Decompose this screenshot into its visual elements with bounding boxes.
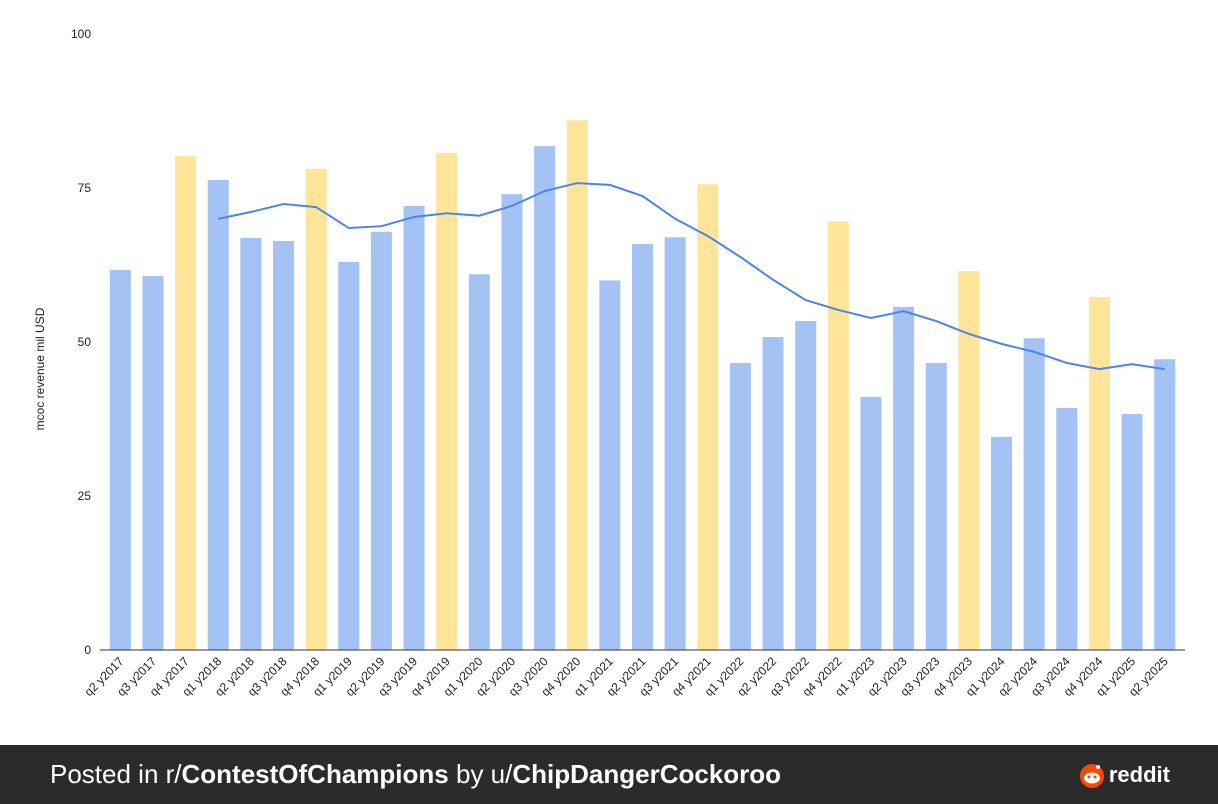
y-tick-label: 25 <box>78 489 92 503</box>
bar <box>338 261 360 650</box>
bar <box>893 306 915 650</box>
bar <box>925 362 947 650</box>
bar <box>109 269 131 650</box>
reddit-logo <box>1079 763 1104 788</box>
bar <box>795 321 817 650</box>
bar <box>827 221 849 650</box>
username[interactable]: ChipDangerCockoroo <box>512 759 782 789</box>
bar <box>1088 297 1110 650</box>
footer-text: Posted in r/ContestOfChampions by u/Chip… <box>50 759 781 790</box>
bar <box>632 244 653 650</box>
bar <box>273 240 294 650</box>
bar <box>240 237 262 650</box>
bar <box>305 168 327 651</box>
bar <box>468 274 490 650</box>
y-tick-label: 50 <box>78 335 92 349</box>
bar <box>1056 407 1078 650</box>
bar <box>1023 338 1045 650</box>
bar <box>175 155 197 650</box>
bar <box>207 179 229 650</box>
y-axis-label: mcoc revenue mil USD <box>33 307 47 430</box>
footer-prefix: Posted in r/ <box>50 759 182 789</box>
footer: Posted in r/ContestOfChampions by u/Chip… <box>0 745 1218 804</box>
y-tick-label: 0 <box>84 643 91 657</box>
brand-text: reddit <box>1108 761 1170 787</box>
bar <box>958 271 980 650</box>
bar <box>697 184 719 650</box>
bar <box>664 237 686 650</box>
bar <box>991 436 1012 650</box>
bar <box>403 205 425 650</box>
bar <box>501 194 523 650</box>
bar <box>729 362 751 650</box>
bar <box>1154 359 1176 650</box>
bar <box>762 337 784 650</box>
y-tick-label: 100 <box>71 27 91 41</box>
footer-middle: by u/ <box>455 759 513 789</box>
bar <box>370 231 392 650</box>
bar <box>534 146 556 650</box>
bar <box>436 152 458 650</box>
bar <box>142 276 164 650</box>
bar <box>599 280 621 650</box>
subreddit[interactable]: ContestOfChampions <box>181 759 449 789</box>
bar <box>1121 414 1143 650</box>
y-tick-label: 75 <box>78 181 92 195</box>
reddit-brand: reddit <box>1079 762 1170 788</box>
bar <box>860 396 882 650</box>
bar <box>566 120 588 651</box>
trend-line <box>218 182 1165 371</box>
